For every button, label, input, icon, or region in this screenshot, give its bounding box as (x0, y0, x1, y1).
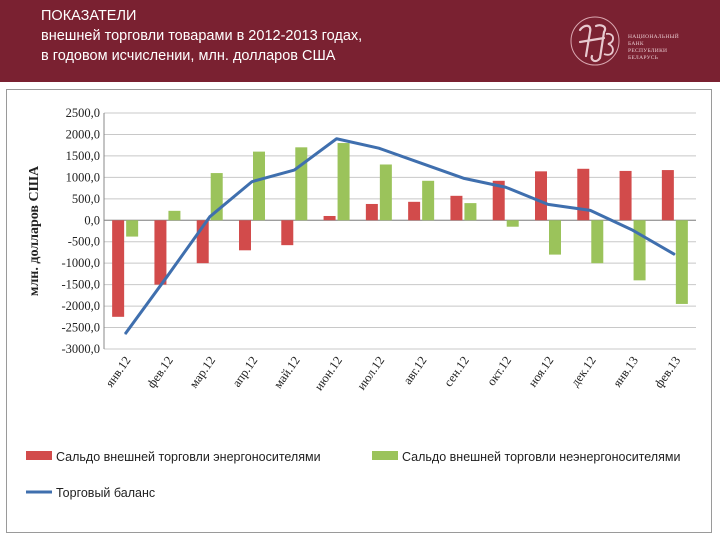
y-tick-label: 2000,0 (66, 127, 100, 141)
energy-bar (281, 220, 294, 246)
energy-bar (619, 170, 632, 221)
title-line-1: ПОКАЗАТЕЛИ (41, 8, 137, 24)
non-energy-bar (675, 220, 688, 304)
y-tick-label: 1500,0 (66, 149, 100, 163)
x-tick-label: мар.12 (186, 354, 218, 391)
non-energy-bar (549, 220, 561, 255)
non-energy-bar (295, 147, 308, 221)
energy-bar (239, 220, 251, 251)
energy-bar (577, 168, 590, 221)
y-axis-label: млн. долларов США (27, 165, 42, 296)
legend-swatch (26, 451, 52, 460)
legend-label: Сальдо внешней торговли неэнергоносителя… (402, 450, 680, 464)
x-tick-label: окт.12 (484, 354, 514, 388)
energy-bar (365, 203, 378, 221)
energy-bar (154, 220, 167, 285)
energy-bar (323, 215, 336, 221)
x-tick-label: сен.12 (441, 354, 472, 390)
y-tick-label: -2000,0 (61, 299, 100, 313)
trade-balance-point (420, 162, 422, 164)
title-line-3: в годовом исчислении, млн. долларов США (41, 48, 336, 64)
x-tick-label: июн.12 (312, 354, 345, 393)
bank-logo: НАЦИОНАЛЬНЫЙ БАНК РЕСПУБЛИКИ БЕЛАРУСЬ (566, 12, 706, 70)
bank-monogram-icon (570, 16, 620, 66)
trade-balance-point (124, 333, 126, 335)
energy-bar (492, 180, 505, 221)
x-tick-label: ноя.12 (525, 354, 556, 390)
bank-name-line: НАЦИОНАЛЬНЫЙ (628, 34, 680, 40)
legend-label: Торговый баланс (56, 486, 155, 500)
bank-name-line: БАНК (628, 41, 644, 47)
legend-swatch (372, 451, 398, 460)
non-energy-bar (591, 220, 604, 264)
legend-label: Сальдо внешней торговли энергоносителями (56, 450, 321, 464)
energy-bar (535, 171, 547, 221)
trade-balance-point (251, 181, 253, 183)
bank-name-line: РЕСПУБЛИКИ (628, 48, 668, 54)
non-energy-bar (506, 220, 519, 227)
y-tick-label: 2500,0 (66, 106, 100, 120)
y-tick-label: -3000,0 (61, 342, 100, 356)
energy-bar (408, 201, 421, 221)
x-tick-label: авг.12 (400, 354, 429, 387)
y-tick-label: 0,0 (84, 213, 100, 227)
header-banner: ПОКАЗАТЕЛИ внешней торговли товарами в 2… (0, 0, 720, 82)
y-tick-label: -2500,0 (61, 321, 100, 335)
trade-balance-point (462, 177, 464, 179)
y-tick-label: -1000,0 (61, 256, 100, 270)
trade-balance-point (293, 169, 295, 171)
non-energy-bar (379, 164, 392, 221)
x-tick-label: янв.13 (610, 354, 641, 390)
x-tick-label: июл.12 (354, 354, 387, 393)
trade-balance-point (166, 275, 168, 277)
x-tick-label: фев.12 (144, 354, 176, 391)
header-title: ПОКАЗАТЕЛИ внешней торговли товарами в 2… (41, 6, 362, 66)
trade-balance-point (209, 216, 211, 218)
x-tick-label: дек.12 (568, 354, 599, 390)
bank-name-line: БЕЛАРУСЬ (628, 55, 659, 61)
y-tick-label: 500,0 (72, 192, 100, 206)
non-energy-bar (168, 210, 181, 221)
non-energy-bar (633, 220, 646, 281)
bank-name: НАЦИОНАЛЬНЫЙ БАНК РЕСПУБЛИКИ БЕЛАРУСЬ (628, 34, 704, 62)
trade-balance-point (336, 138, 338, 140)
trade-balance-point (505, 186, 507, 188)
trade-balance-point (378, 147, 380, 149)
non-energy-bar (464, 203, 477, 221)
y-tick-label: -500,0 (68, 235, 100, 249)
non-energy-bar (253, 151, 265, 221)
y-tick-label: -1500,0 (61, 278, 100, 292)
trade-balance-point (674, 254, 676, 256)
trade-balance-point (632, 229, 634, 231)
title-line-2: внешней торговли товарами в 2012-2013 го… (41, 28, 363, 44)
y-tick-label: 1000,0 (66, 170, 100, 184)
chart-frame (6, 89, 712, 533)
trade-balance-point (589, 209, 591, 211)
x-tick-label: янв.12 (103, 354, 134, 390)
x-tick-label: апр.12 (230, 354, 261, 390)
x-tick-label: фев.13 (652, 354, 684, 391)
x-tick-label: май.12 (271, 354, 303, 391)
energy-bar (450, 195, 463, 221)
energy-bar (112, 220, 125, 317)
non-energy-bar (337, 143, 350, 221)
energy-bar (661, 170, 674, 221)
trade-balance-point (547, 203, 549, 205)
non-energy-bar (126, 220, 139, 237)
trade-balance-line (123, 137, 676, 335)
non-energy-bar (422, 180, 435, 221)
